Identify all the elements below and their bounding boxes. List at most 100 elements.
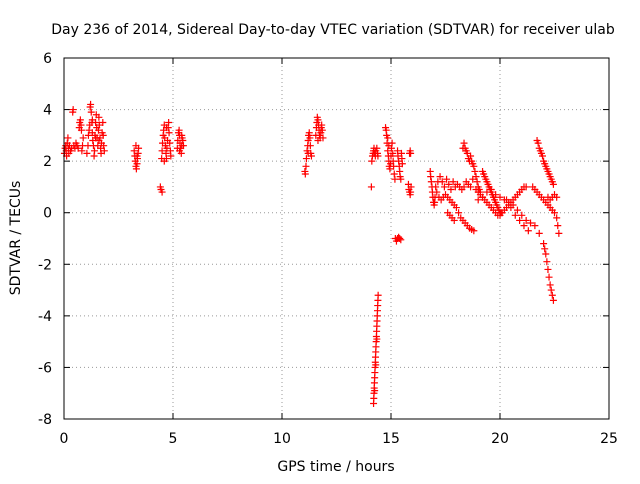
data-point — [503, 196, 511, 204]
x-tick-label: 25 — [600, 431, 618, 447]
data-point — [518, 211, 526, 219]
data-points — [60, 100, 563, 408]
x-tick-label: 5 — [169, 431, 178, 447]
data-point — [165, 118, 173, 126]
data-point — [553, 214, 561, 222]
data-point — [455, 209, 463, 217]
data-point — [554, 222, 562, 230]
data-point — [94, 126, 102, 134]
data-point — [374, 291, 382, 299]
data-point — [100, 142, 108, 150]
data-point — [398, 160, 406, 168]
x-tick-label: 10 — [273, 431, 291, 447]
data-point — [535, 229, 543, 237]
data-point — [384, 147, 392, 155]
data-point — [472, 173, 480, 181]
data-point — [487, 186, 495, 194]
data-point — [95, 137, 103, 145]
data-point — [318, 126, 326, 134]
data-point — [438, 178, 446, 186]
data-point — [440, 183, 448, 191]
data-point — [548, 291, 556, 299]
data-point — [470, 227, 478, 235]
data-point — [76, 116, 84, 124]
data-point — [527, 219, 535, 227]
data-point — [69, 106, 77, 114]
data-point — [397, 236, 405, 244]
data-point — [513, 206, 521, 214]
data-point — [553, 193, 561, 201]
data-point — [302, 162, 310, 170]
data-point — [367, 183, 375, 191]
data-point — [99, 131, 107, 139]
data-point — [88, 116, 96, 124]
data-point — [427, 173, 435, 181]
data-point — [373, 144, 381, 152]
data-point — [384, 134, 392, 142]
data-point — [522, 216, 530, 224]
data-point — [534, 139, 542, 147]
data-point — [433, 188, 441, 196]
data-point — [549, 180, 557, 188]
axis-ticks: 0 5 10 15 20 25 -8 -6 -4 -2 0 2 4 6 — [38, 51, 618, 447]
data-point — [460, 183, 468, 191]
data-point — [83, 149, 91, 157]
data-point — [432, 183, 440, 191]
data-point — [100, 147, 108, 155]
plot-frame — [63, 57, 610, 420]
data-point — [78, 147, 86, 155]
data-point — [166, 139, 174, 147]
data-point — [474, 196, 482, 204]
data-point — [540, 240, 548, 248]
data-point — [467, 152, 475, 160]
y-tick-label: -2 — [38, 257, 52, 273]
data-point — [443, 175, 451, 183]
data-point — [87, 100, 95, 108]
data-point — [449, 178, 457, 186]
data-point — [374, 152, 382, 160]
data-point — [551, 209, 558, 217]
data-point — [470, 162, 478, 170]
data-point — [77, 126, 85, 134]
x-tick-label: 15 — [382, 431, 400, 447]
data-point — [545, 273, 553, 281]
data-point — [314, 116, 322, 124]
data-point — [64, 134, 72, 142]
data-point — [179, 137, 187, 145]
data-point — [132, 165, 140, 173]
chart-title: Day 236 of 2014, Sidereal Day-to-day VTE… — [51, 22, 615, 38]
data-point — [95, 113, 103, 121]
data-point — [162, 124, 170, 132]
data-point — [391, 175, 399, 183]
data-point — [496, 193, 504, 201]
data-point — [516, 216, 524, 224]
data-point — [473, 178, 481, 186]
data-point — [479, 193, 487, 201]
data-point — [79, 134, 87, 142]
data-point — [531, 222, 539, 230]
data-point — [87, 108, 95, 116]
data-point — [99, 118, 107, 126]
y-axis-label: SDTVAR / TECUs — [8, 181, 24, 296]
data-point — [396, 235, 404, 242]
data-point — [314, 137, 322, 145]
y-tick-label: 6 — [43, 51, 52, 67]
data-point — [178, 131, 186, 139]
data-point — [385, 142, 393, 150]
data-point — [407, 183, 415, 191]
data-point — [390, 170, 398, 178]
data-point — [306, 142, 314, 150]
data-point — [74, 144, 82, 152]
data-point — [460, 139, 468, 147]
x-tick-label: 20 — [491, 431, 509, 447]
data-point — [436, 173, 444, 181]
data-point — [176, 147, 184, 155]
data-point — [133, 152, 141, 160]
data-point — [158, 188, 166, 196]
data-point — [167, 152, 175, 160]
data-point — [302, 155, 310, 163]
data-point — [368, 157, 376, 165]
data-point — [549, 296, 557, 304]
